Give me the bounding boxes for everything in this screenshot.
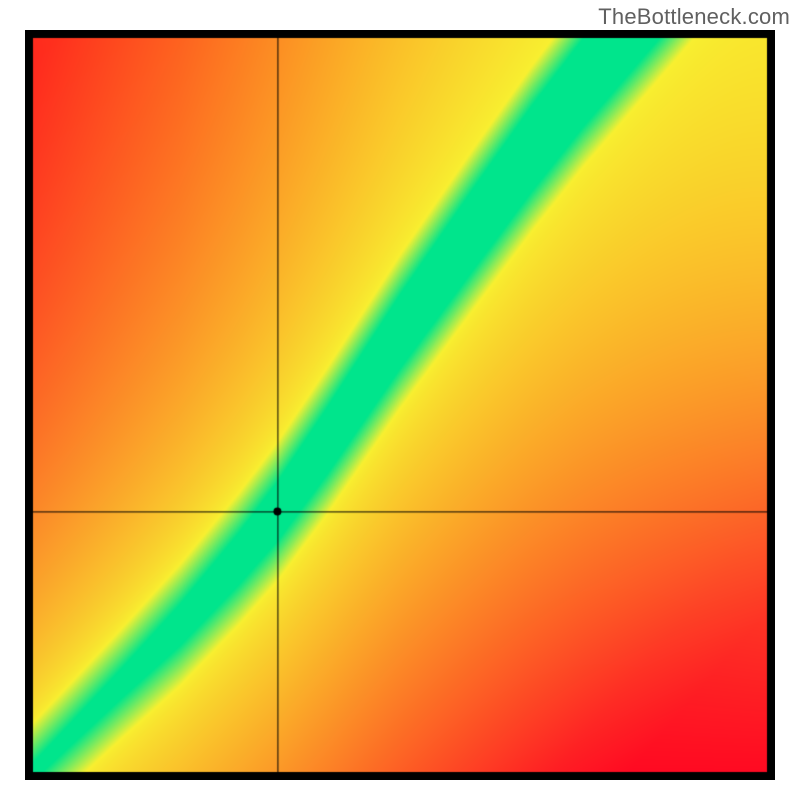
heatmap-canvas bbox=[25, 30, 775, 780]
watermark-text: TheBottleneck.com bbox=[598, 4, 790, 30]
heatmap-frame bbox=[25, 30, 775, 780]
page-container: TheBottleneck.com bbox=[0, 0, 800, 800]
